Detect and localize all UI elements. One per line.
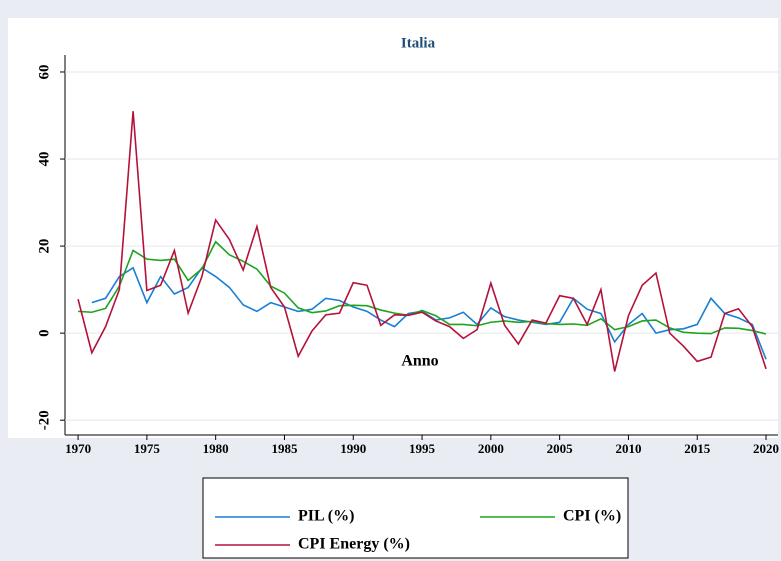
x-tick-label: 1985 — [271, 441, 298, 456]
x-tick-label: 1980 — [203, 441, 229, 456]
series-line — [77, 111, 767, 372]
legend-label: PIL (%) — [298, 508, 354, 525]
y-tick-label: 0 — [36, 329, 52, 337]
x-tick-label: 1995 — [409, 441, 436, 456]
x-tick-label: 1975 — [134, 441, 161, 456]
x-axis-label: Anno — [401, 353, 438, 370]
chart-title: Italia — [401, 35, 436, 51]
x-tick-label: 1990 — [340, 441, 366, 456]
x-tick-label: 1970 — [65, 441, 91, 456]
x-tick-label: 2005 — [547, 441, 574, 456]
y-tick-label: 20 — [36, 239, 52, 254]
y-tick-label: -20 — [36, 410, 52, 430]
x-tick-label: 2015 — [684, 441, 711, 456]
y-tick-label: 60 — [36, 64, 52, 79]
plot-region — [8, 18, 778, 438]
legend-label: CPI Energy (%) — [298, 536, 410, 553]
series-line — [78, 240, 767, 335]
x-tick-label: 2000 — [478, 441, 504, 456]
x-tick-label: 2020 — [753, 441, 779, 456]
legend-label: CPI (%) — [563, 508, 621, 525]
x-tick-label: 2010 — [615, 441, 641, 456]
y-tick-label: 40 — [36, 152, 52, 167]
